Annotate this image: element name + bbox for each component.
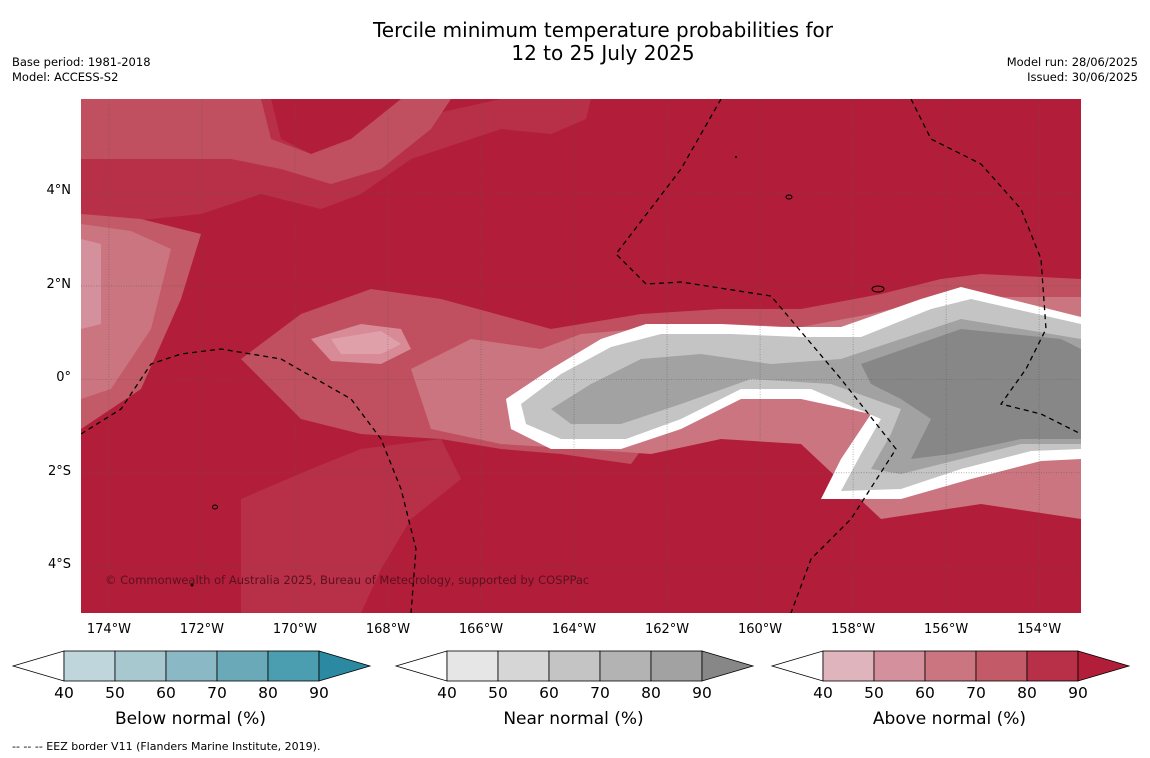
latitude-label: 4°N <box>46 183 72 199</box>
colorbar-tick-label: 70 <box>966 684 986 702</box>
meta-right: Model run: 28/06/2025 Issued: 30/06/2025 <box>1007 55 1138 85</box>
latitude-label: 2°S <box>47 463 71 479</box>
longitude-label: 170°W <box>272 622 318 637</box>
colorbar-segment <box>497 650 550 682</box>
island-outline <box>212 504 218 510</box>
latitude-label: 2°N <box>46 276 72 292</box>
colorbar-tick-label: 40 <box>54 684 74 702</box>
longitude-label: 162°W <box>644 622 690 637</box>
colorbar-segment <box>548 650 601 682</box>
colorbar-segment <box>216 650 269 682</box>
colorbar <box>12 650 371 682</box>
colorbar-tick-label: 80 <box>641 684 661 702</box>
colorbar <box>771 650 1130 682</box>
colorbar-tick-label: 50 <box>864 684 884 702</box>
map-area: © Commonwealth of Australia 2025, Bureau… <box>81 99 1081 613</box>
near-normal-90-zone <box>861 329 1081 459</box>
title-line-1: Tercile minimum temperature probabilitie… <box>372 18 834 42</box>
colorbar-segment <box>1026 650 1079 682</box>
eez-border-west <box>81 348 417 613</box>
colorbar-tick-label: 60 <box>539 684 559 702</box>
model-name: Model: ACCESS-S2 <box>12 70 119 84</box>
colorbar-extend-low <box>12 650 65 682</box>
colorbar-tick-label: 90 <box>692 684 712 702</box>
longitude-label: 164°W <box>551 622 597 637</box>
colorbar-title: Near normal (%) <box>503 709 644 729</box>
colorbar-segment <box>650 650 703 682</box>
colorbar-segment <box>63 650 116 682</box>
latitude-label: 4°S <box>47 557 71 573</box>
colorbar-segment <box>267 650 320 682</box>
colorbar-tick-label: 70 <box>590 684 610 702</box>
eez-footnote: -- -- -- EEZ border V11 (Flanders Marine… <box>12 740 321 753</box>
colorbar <box>395 650 754 682</box>
island-dot <box>735 156 737 158</box>
colorbar-segment <box>599 650 652 682</box>
chart-title: Tercile minimum temperature probabilitie… <box>0 19 1150 65</box>
issued-date: Issued: 30/06/2025 <box>1027 70 1138 84</box>
colorbar-tick-label: 90 <box>1068 684 1088 702</box>
colorbar-title: Below normal (%) <box>115 709 266 729</box>
colorbar-extend-high <box>1077 650 1130 682</box>
colorbar-tick-label: 40 <box>813 684 833 702</box>
longitude-label: 172°W <box>179 622 224 637</box>
colorbar-segment <box>924 650 977 682</box>
above-normal-50-zone-west <box>81 239 101 329</box>
longitude-label: 166°W <box>458 622 504 637</box>
colorbar-segment <box>165 650 218 682</box>
longitude-label: 156°W <box>924 622 969 637</box>
colorbar-tick-label: 60 <box>915 684 935 702</box>
longitude-label: 160°W <box>737 622 783 637</box>
island-dot <box>190 583 194 587</box>
colorbar-segment <box>114 650 167 682</box>
colorbar-extend-high <box>701 650 754 682</box>
colorbar-tick-label: 40 <box>437 684 457 702</box>
latitude-label: 0° <box>56 370 71 386</box>
colorbar-extend-low <box>395 650 448 682</box>
colorbar-tick-label: 90 <box>309 684 329 702</box>
title-line-2: 12 to 25 July 2025 <box>511 41 695 65</box>
copyright-notice: © Commonwealth of Australia 2025, Bureau… <box>105 573 590 587</box>
meta-left: Base period: 1981-2018 Model: ACCESS-S2 <box>12 55 151 85</box>
colorbar-segment <box>446 650 499 682</box>
model-run: Model run: 28/06/2025 <box>1006 55 1138 69</box>
base-period: Base period: 1981-2018 <box>12 55 151 69</box>
above-normal-70-zone-south <box>241 439 461 613</box>
colorbar-tick-label: 80 <box>258 684 278 702</box>
map-gridlines <box>81 99 1081 613</box>
colorbar-segment <box>822 650 875 682</box>
colorbar-tick-label: 50 <box>488 684 508 702</box>
colorbar-extend-low <box>771 650 824 682</box>
map-canvas <box>81 99 1081 613</box>
longitude-label: 174°W <box>86 622 131 637</box>
colorbar-extend-high <box>318 650 371 682</box>
above-normal-40-patch <box>331 331 401 354</box>
colorbar-segment <box>975 650 1028 682</box>
colorbar-tick-label: 50 <box>105 684 125 702</box>
colorbar-segment <box>873 650 926 682</box>
island-outline <box>871 285 885 293</box>
eez-border-east <box>910 99 1081 435</box>
longitude-label: 168°W <box>365 622 411 637</box>
colorbar-tick-label: 70 <box>207 684 227 702</box>
longitude-label: 154°W <box>1017 622 1062 637</box>
colorbar-tick-label: 60 <box>156 684 176 702</box>
longitude-label: 158°W <box>830 622 876 637</box>
above-normal-60-zone-west <box>81 224 171 399</box>
island-outline <box>785 194 793 200</box>
above-normal-60-zone-nw <box>81 99 451 184</box>
colorbar-title: Above normal (%) <box>872 709 1027 729</box>
colorbar-tick-label: 80 <box>1017 684 1037 702</box>
